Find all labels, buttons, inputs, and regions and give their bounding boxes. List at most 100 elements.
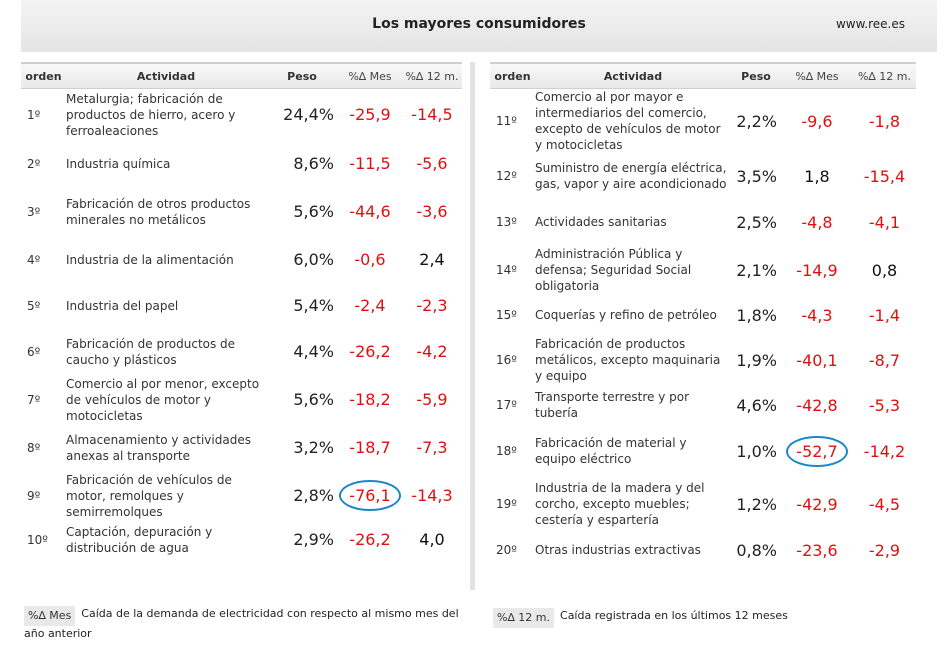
row-mes-value: -26,2 (349, 342, 391, 361)
row-actividad-value: Fabricación de otros productos minerales… (66, 196, 251, 227)
row-actividad: Fabricación de productos metálicos, exce… (535, 335, 731, 385)
row-mes-value: -9,6 (801, 111, 833, 131)
row-orden: 19º (490, 477, 535, 531)
row-mes: -9,6 (781, 89, 853, 154)
row-peso-value: 2,9% (293, 530, 334, 549)
row-orden: 6º (21, 329, 66, 375)
row-mes-value: -4,8 (801, 212, 833, 232)
row-orden: 2º (21, 141, 66, 187)
table-left: orden Actividad Peso %∆ Mes %∆ 12 m. 1º M… (21, 62, 462, 559)
table-row: 17º Transporte terrestre y por tubería 4,6… (490, 385, 916, 425)
col-peso: Peso (266, 62, 338, 89)
row-actividad: Transporte terrestre y por tubería (535, 385, 731, 425)
table-row: 5º Industria del papel 5,4% -2,4 -2,3 (21, 283, 462, 329)
row-orden-value: 6º (27, 344, 41, 359)
row-peso-value: 1,0% (736, 441, 777, 461)
site-link[interactable]: www.ree.es (835, 17, 905, 31)
table-row: 1º Metalurgia; fabricación de productos d… (21, 89, 462, 141)
row-peso: 2,9% (266, 521, 338, 559)
row-actividad: Comercio al por mayor e intermediarios d… (535, 89, 731, 154)
row-actividad-value: Captación, depuración y distribución de … (66, 524, 213, 555)
row-orden-value: 1º (27, 107, 41, 122)
row-orden: 18º (490, 425, 535, 477)
row-orden: 5º (21, 283, 66, 329)
row-peso: 2,5% (731, 199, 781, 245)
table-row: 18º Fabricación de material y equipo eléc… (490, 425, 916, 477)
row-mes-value: -26,2 (349, 530, 391, 549)
row-mes: -26,2 (338, 521, 402, 559)
row-actividad-value: Comercio al por mayor e intermediarios d… (535, 90, 721, 152)
row-anual: -14,2 (853, 425, 916, 477)
row-mes-value: -18,7 (349, 438, 391, 457)
legend-mes: %∆ Mes Caída de la demanda de electricida… (24, 606, 464, 642)
row-orden: 1º (21, 89, 66, 141)
row-peso-value: 2,5% (736, 212, 777, 232)
row-actividad-value: Fabricación de productos de caucho y plá… (66, 336, 236, 367)
col-peso: Peso (731, 62, 781, 89)
row-peso-value: 1,9% (736, 350, 777, 370)
row-actividad-value: Metalurgia; fabricación de productos de … (66, 91, 236, 138)
row-actividad-value: Industria química (66, 156, 171, 171)
row-actividad-value: Industria de la madera y del corcho, exc… (535, 481, 705, 527)
row-anual-value: -7,3 (416, 438, 448, 457)
table-row: 14º Administración Pública y defensa; Seg… (490, 245, 916, 295)
row-orden-value: 15º (496, 308, 517, 322)
row-peso: 2,1% (731, 245, 781, 295)
row-anual: -2,3 (402, 283, 462, 329)
row-anual: -1,8 (853, 89, 916, 154)
row-anual-value: -14,3 (411, 486, 453, 505)
row-mes-value: 1,8 (804, 166, 830, 186)
row-orden: 20º (490, 531, 535, 569)
row-peso-value: 3,5% (736, 166, 777, 186)
col-mes-label: %∆ Mes (348, 69, 392, 83)
row-peso: 3,5% (731, 153, 781, 199)
row-anual: -15,4 (853, 153, 916, 199)
col-orden: orden (490, 62, 535, 89)
table-row: 19º Industria de la madera y del corcho, … (490, 477, 916, 531)
highlight-circle: -76,1 (339, 480, 401, 511)
row-orden-value: 16º (496, 353, 517, 367)
row-mes: -25,9 (338, 89, 402, 141)
row-actividad-value: Administración Pública y defensa; Seguri… (535, 247, 692, 293)
table-row: 2º Industria química 8,6% -11,5 -5,6 (21, 141, 462, 187)
row-peso: 0,8% (731, 531, 781, 569)
row-peso: 4,4% (266, 329, 338, 375)
row-mes: -0,6 (338, 237, 402, 283)
row-orden-value: 10º (27, 532, 48, 547)
row-orden: 12º (490, 153, 535, 199)
row-anual: 0,8 (853, 245, 916, 295)
table-row: 6º Fabricación de productos de caucho y p… (21, 329, 462, 375)
row-mes: -42,9 (781, 477, 853, 531)
row-peso-value: 1,8% (736, 305, 777, 325)
row-mes-value: -14,9 (796, 260, 838, 280)
row-mes: -23,6 (781, 531, 853, 569)
table-row: 16º Fabricación de productos metálicos, e… (490, 335, 916, 385)
row-mes: -18,2 (338, 375, 402, 425)
row-mes: -4,8 (781, 199, 853, 245)
row-anual-value: -5,6 (416, 154, 448, 173)
row-anual-value: -2,9 (868, 540, 901, 560)
legend-anual-key: %∆ 12 m. (493, 608, 555, 628)
row-anual: -2,9 (853, 531, 916, 569)
row-peso-value: 0,8% (736, 540, 777, 560)
col-mes-label: %∆ Mes (795, 69, 839, 83)
row-mes: -4,3 (781, 295, 853, 335)
row-actividad-value: Industria del papel (66, 298, 179, 313)
row-peso-value: 1,2% (736, 494, 777, 514)
row-anual-value: 2,4 (419, 250, 445, 269)
row-orden-value: 17º (496, 398, 517, 412)
table-row: 8º Almacenamiento y actividades anexas al… (21, 425, 462, 471)
row-actividad: Fabricación de productos de caucho y plá… (66, 329, 266, 375)
col-anual: %∆ 12 m. (402, 62, 462, 89)
row-anual: -14,5 (402, 89, 462, 141)
col-mes: %∆ Mes (338, 62, 402, 89)
row-orden-value: 12º (496, 169, 517, 183)
row-anual: 2,4 (402, 237, 462, 283)
row-peso: 2,8% (266, 471, 338, 521)
table-row: 20º Otras industrias extractivas 0,8% -23,6… (490, 531, 916, 569)
row-anual: -4,1 (853, 199, 916, 245)
row-actividad: Metalurgia; fabricación de productos de … (66, 89, 266, 141)
row-mes-value: -4,3 (801, 305, 833, 325)
row-orden-value: 11º (496, 114, 517, 128)
legend-anual-text: Caída registrada en los últimos 12 meses (560, 609, 788, 622)
